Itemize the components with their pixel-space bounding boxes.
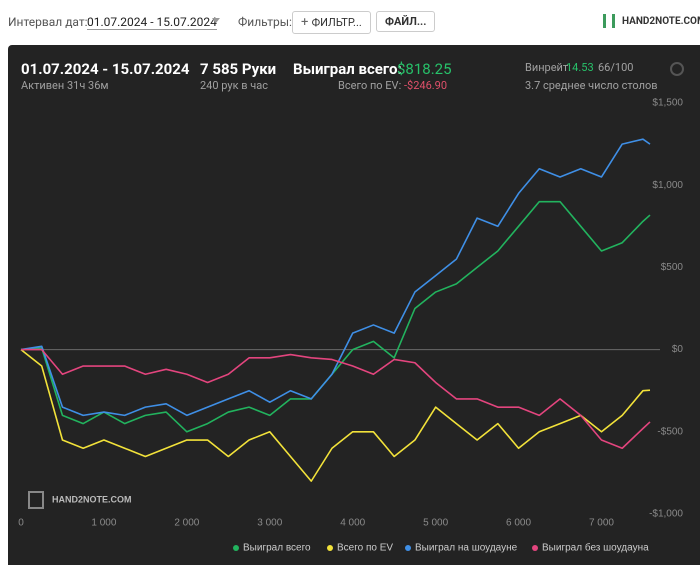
x-tick-label: 2 000 [174, 518, 199, 529]
x-tick-label: 1 000 [91, 518, 116, 529]
legend-label: Выиграл без шоудауна [542, 542, 649, 554]
date-label: Интервал дат: [8, 15, 88, 29]
legend-marker [327, 545, 333, 551]
legend-label: Всего по EV [337, 543, 393, 554]
won-label: Выиграл всего: [293, 60, 402, 78]
watermark-icon [28, 491, 44, 509]
y-tick-label: $0 [672, 344, 684, 355]
ev-value: -$246.90 [404, 79, 448, 92]
winrate-unit: 66/100 [598, 61, 634, 74]
legend-marker [405, 545, 411, 551]
series-line [20, 138, 651, 417]
won-value: $818.25 [397, 60, 452, 78]
x-tick-label: 3 000 [257, 518, 282, 529]
hands-per-hour: 240 рук в час [200, 79, 269, 92]
y-tick-label: $1,500 [652, 98, 683, 109]
tables: 3.7 среднее число столов [525, 79, 658, 92]
logo: HAND2NOTE.COM [622, 16, 700, 27]
winrate-label: Винрейт: [525, 61, 571, 74]
legend-label: Выиграл на шоудауне [415, 543, 518, 554]
winrate-value: 14.53 [566, 61, 594, 74]
watermark: HAND2NOTE.COM [52, 494, 132, 504]
settings-icon[interactable] [670, 62, 684, 76]
y-tick-label: $500 [661, 262, 684, 273]
period: 01.07.2024 - 15.07.2024 [21, 60, 190, 78]
series-line [20, 348, 651, 482]
legend-marker [532, 545, 538, 551]
x-tick-label: 0 [18, 518, 24, 529]
panel [8, 45, 700, 565]
file-button[interactable]: ФАЙЛ... [376, 11, 436, 32]
legend-label: Выиграл всего [243, 543, 311, 554]
y-tick-label: -$1,000 [649, 509, 683, 520]
series-line [20, 200, 651, 433]
x-tick-label: 6 000 [506, 518, 531, 529]
legend-marker [233, 545, 239, 551]
series-line [21, 348, 651, 450]
date-picker[interactable]: 01.07.2024 - 15.07.2024 [87, 15, 217, 30]
dropdown-arrow[interactable] [212, 18, 220, 23]
x-tick-label: 7 000 [589, 518, 614, 529]
filters-label: Фильтры: [238, 15, 292, 29]
filter-button[interactable]: + ФИЛЬТР... [292, 11, 371, 34]
active-time: Активен 31ч 36м [21, 79, 109, 92]
x-tick-label: 5 000 [423, 518, 448, 529]
logo-icon [603, 14, 615, 28]
filter-button-text: ФИЛЬТР... [311, 16, 362, 29]
hands: 7 585 Руки [200, 60, 277, 78]
x-tick-label: 4 000 [340, 518, 365, 529]
y-tick-label: $1,000 [652, 180, 683, 191]
ev-label: Всего по EV: [338, 79, 402, 92]
y-tick-label: -$500 [657, 426, 683, 437]
